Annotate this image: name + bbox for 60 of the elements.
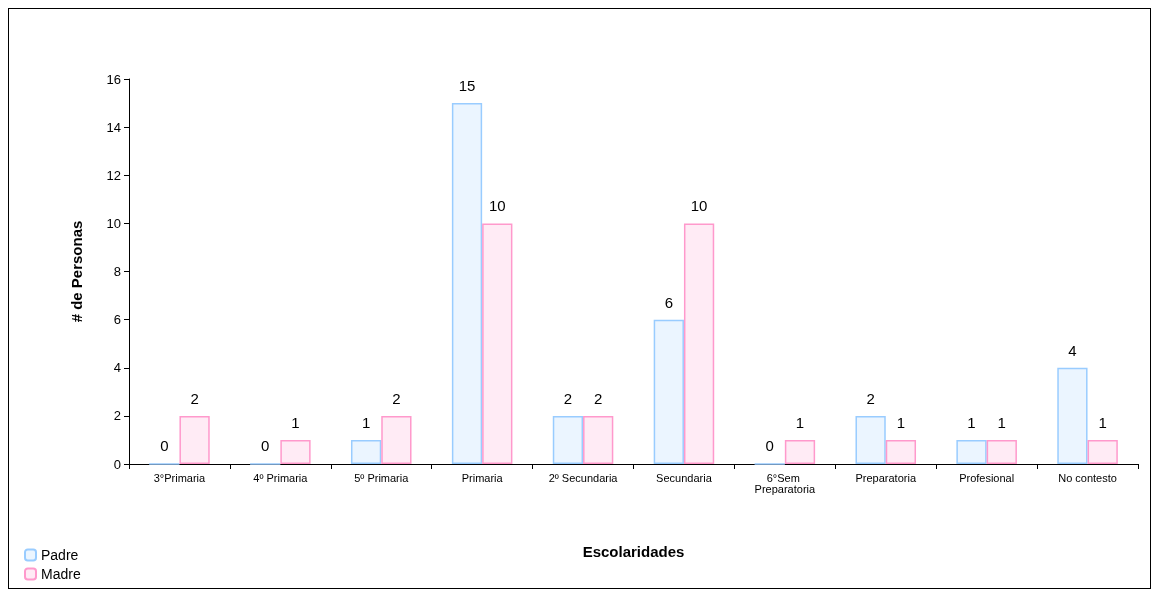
- x-tick-label: 4º Primaria: [253, 471, 309, 484]
- data-label: 0: [261, 437, 270, 455]
- data-label: 1: [361, 413, 371, 431]
- data-label: 2: [563, 389, 573, 407]
- data-label: 10: [488, 197, 506, 215]
- data-label: 2: [866, 389, 875, 407]
- y-tick-label: 4: [113, 360, 121, 376]
- y-tick-label: 14: [106, 119, 121, 135]
- bar: [280, 439, 311, 464]
- bar: [381, 415, 412, 464]
- bar: [855, 415, 886, 464]
- data-label: 2: [392, 389, 401, 407]
- bar: [583, 415, 614, 464]
- data-label: 1: [795, 413, 805, 431]
- legend-label: Madre: [41, 566, 81, 582]
- x-tick-label: No contesto: [1058, 471, 1117, 484]
- legend-label: Padre: [41, 547, 79, 563]
- data-label: 0: [160, 437, 169, 455]
- y-tick-label: 2: [113, 408, 121, 424]
- x-axis-title: Escolaridades: [582, 543, 685, 560]
- bar: [552, 415, 584, 464]
- bar: [784, 439, 816, 464]
- y-axis-title: # de Personas: [68, 220, 85, 323]
- x-tick-label: 6°Sem Preparatoria: [754, 471, 816, 495]
- bar: [683, 223, 715, 464]
- data-label: 6: [664, 293, 673, 311]
- bar: [986, 439, 1017, 464]
- x-tick-label: 5º Primaria: [354, 471, 410, 484]
- bar: [653, 319, 684, 464]
- x-tick-label: 2º Secundaria: [548, 471, 619, 484]
- data-label: 2: [190, 389, 199, 407]
- data-label: 1: [896, 413, 906, 431]
- bar: [451, 103, 483, 464]
- bar: [885, 439, 917, 464]
- data-label: 15: [458, 77, 476, 95]
- bar: [350, 439, 382, 464]
- bar: [179, 415, 210, 464]
- bar: [482, 223, 513, 464]
- x-tick-label: Primaria: [461, 471, 504, 484]
- data-label: 10: [690, 197, 708, 215]
- y-tick-label: 16: [106, 71, 121, 87]
- data-label: 1: [967, 413, 976, 431]
- x-tick-label: Preparatoria: [855, 471, 917, 484]
- bar: [1087, 439, 1118, 464]
- data-label: 2: [594, 389, 603, 407]
- data-label: 1: [291, 413, 300, 431]
- bar: [956, 439, 987, 464]
- y-tick-label: 0: [113, 456, 121, 472]
- x-tick-label: Profesional: [959, 471, 1015, 484]
- y-tick-label: 10: [106, 215, 121, 231]
- bar: [1057, 367, 1088, 464]
- data-label: 0: [765, 437, 774, 455]
- data-label: 1: [997, 413, 1006, 431]
- data-label: 4: [1068, 341, 1077, 359]
- y-tick-label: 6: [113, 312, 121, 328]
- x-tick-label: 3°Primaria: [153, 471, 207, 484]
- y-tick-label: 8: [113, 264, 121, 279]
- y-tick-label: 12: [106, 167, 121, 183]
- data-label: 1: [1098, 413, 1107, 431]
- x-tick-label: Secundaria: [656, 471, 713, 484]
